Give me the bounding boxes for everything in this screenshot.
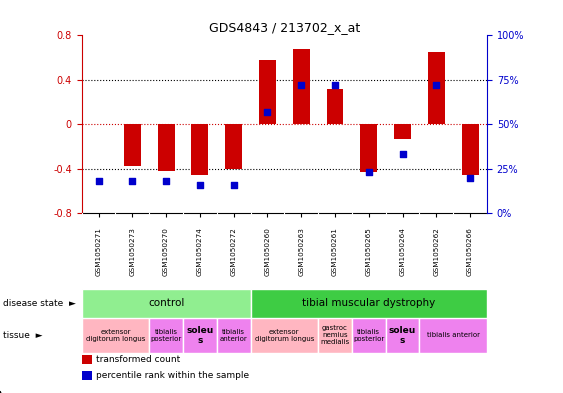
Text: transformed count: transformed count (96, 355, 181, 364)
Point (432, 82, 441, 88)
Text: tibial muscular dystrophy: tibial muscular dystrophy (302, 298, 435, 309)
Point (229, 182, 238, 188)
Bar (183, 318, 217, 353)
Bar (251, 318, 318, 353)
Point (364, 169, 373, 175)
Bar (394, 124, 411, 139)
Bar (82, 318, 149, 353)
Text: GSM1050272: GSM1050272 (231, 227, 236, 275)
Text: GSM1050261: GSM1050261 (332, 227, 338, 275)
Point (297, 82, 306, 88)
Text: GSM1050266: GSM1050266 (467, 227, 473, 275)
Bar (191, 124, 208, 175)
Text: extensor
digitorum longus: extensor digitorum longus (254, 329, 314, 342)
Text: GSM1050271: GSM1050271 (96, 227, 101, 275)
Point (195, 182, 204, 188)
Text: control: control (148, 298, 184, 309)
Bar (318, 318, 352, 353)
Text: GSM1050274: GSM1050274 (197, 227, 203, 275)
Text: tibialis
anterior: tibialis anterior (220, 329, 248, 342)
Text: GSM1050262: GSM1050262 (434, 227, 439, 275)
Bar (158, 124, 175, 171)
Bar (251, 289, 487, 318)
Point (330, 82, 339, 88)
Bar (124, 124, 141, 166)
Text: GSM1050265: GSM1050265 (366, 227, 372, 275)
Text: percentile rank within the sample: percentile rank within the sample (96, 371, 249, 380)
Bar (82, 289, 251, 318)
Text: tibialis
posterior: tibialis posterior (150, 329, 182, 342)
Point (94, 178, 103, 184)
Bar (293, 49, 310, 124)
Bar (259, 60, 276, 124)
Point (263, 108, 272, 115)
Text: GSM1050273: GSM1050273 (129, 227, 135, 275)
Bar (327, 89, 343, 124)
Point (162, 178, 171, 184)
Bar (352, 318, 386, 353)
Text: GSM1050264: GSM1050264 (400, 227, 405, 275)
Text: GSM1050270: GSM1050270 (163, 227, 169, 275)
Text: tibialis
posterior: tibialis posterior (353, 329, 385, 342)
Bar (386, 318, 419, 353)
Text: soleu
s: soleu s (186, 325, 213, 345)
Bar (217, 318, 251, 353)
Text: soleu
s: soleu s (389, 325, 416, 345)
Text: GSM1050260: GSM1050260 (265, 227, 270, 275)
Point (398, 151, 407, 158)
Bar (462, 124, 479, 175)
Text: disease state  ►: disease state ► (3, 299, 75, 308)
Text: tibialis anterior: tibialis anterior (427, 332, 480, 338)
Text: GSM1050263: GSM1050263 (298, 227, 304, 275)
Title: GDS4843 / 213702_x_at: GDS4843 / 213702_x_at (209, 21, 360, 34)
Text: tissue  ►: tissue ► (3, 331, 42, 340)
Bar (149, 318, 183, 353)
Bar (225, 124, 242, 169)
Point (128, 178, 137, 184)
Bar (419, 318, 487, 353)
Text: extensor
digitorum longus: extensor digitorum longus (86, 329, 145, 342)
Text: gastroc
nemius
medialis: gastroc nemius medialis (320, 325, 350, 345)
Point (466, 174, 475, 181)
Bar (360, 124, 377, 172)
Bar (428, 52, 445, 124)
